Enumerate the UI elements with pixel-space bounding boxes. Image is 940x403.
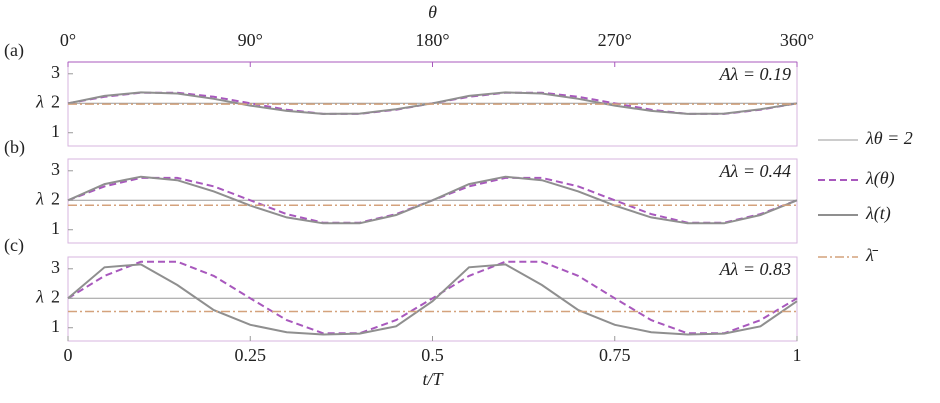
y-tick-label: 2 xyxy=(51,91,60,111)
x-tick-label: 0 xyxy=(64,345,73,365)
annotation: Aλ = 0.83 xyxy=(719,259,791,279)
y-tick-label: 2 xyxy=(51,286,60,306)
y-axis-label: λ xyxy=(35,91,44,111)
x2-tick-label: 90° xyxy=(238,30,263,50)
x2-tick-label: 360° xyxy=(780,30,814,50)
panel-label: (a) xyxy=(4,40,24,61)
legend-label: λ(θ) xyxy=(865,168,895,189)
annotation: Aλ = 0.19 xyxy=(719,64,791,84)
y-tick-label: 1 xyxy=(51,316,60,336)
legend-label: λ(t) xyxy=(865,203,891,224)
x-tick-label: 0.25 xyxy=(235,345,267,365)
series-line xyxy=(67,91,798,115)
y-axis-label: λ xyxy=(35,286,44,306)
x-axis-label: t/T xyxy=(422,369,444,389)
legend-label: λθ = 2 xyxy=(865,128,913,148)
x2-tick-label: 270° xyxy=(598,30,632,50)
panel-label: (c) xyxy=(4,235,24,256)
y-tick-label: 1 xyxy=(51,218,60,238)
y-tick-label: 3 xyxy=(51,257,60,277)
y-tick-label: 1 xyxy=(51,121,60,141)
annotation: Aλ = 0.44 xyxy=(719,161,791,181)
x2-tick-label: 180° xyxy=(415,30,449,50)
x-tick-label: 0.75 xyxy=(599,345,631,365)
series-line xyxy=(67,175,798,225)
y-axis-label: λ xyxy=(35,188,44,208)
legend-label: λ̄ xyxy=(865,245,879,265)
y-tick-label: 3 xyxy=(51,159,60,179)
x2-axis-label: θ xyxy=(428,2,437,22)
x-tick-label: 1 xyxy=(793,345,802,365)
series-line xyxy=(67,260,798,335)
y-tick-label: 2 xyxy=(51,188,60,208)
series-line xyxy=(67,263,798,336)
panel-label: (b) xyxy=(4,137,25,158)
x-tick-label: 0.5 xyxy=(421,345,444,365)
x2-tick-label: 0° xyxy=(60,30,76,50)
y-tick-label: 3 xyxy=(51,62,60,82)
